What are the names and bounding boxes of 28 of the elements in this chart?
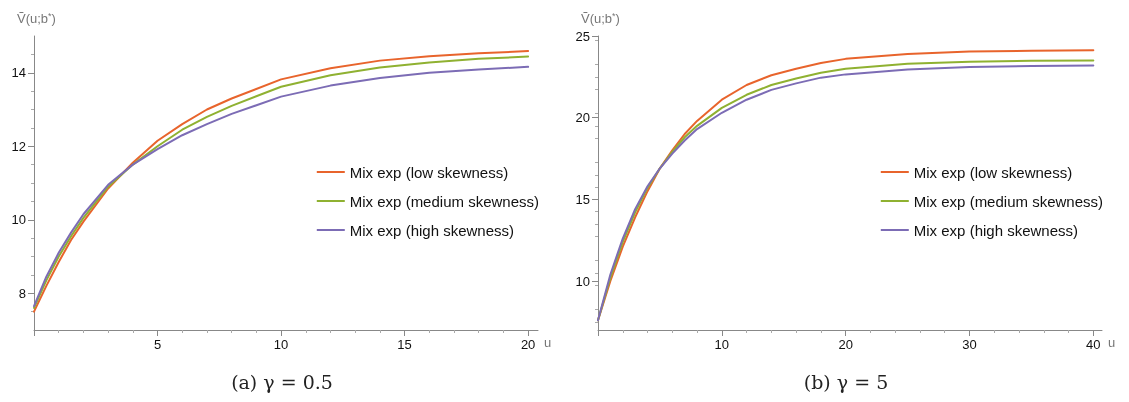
x-tick-label: 20 xyxy=(838,337,853,352)
x-tick-label: 10 xyxy=(273,337,289,352)
x-axis-title: u xyxy=(544,335,552,350)
y-tick-label: 25 xyxy=(575,28,590,44)
y-tick-label: 20 xyxy=(575,110,590,126)
text: (b) γ = 5 xyxy=(803,370,889,393)
legend-label: Mix exp (medium skewness) xyxy=(913,192,1103,210)
y-axis-title: Ṽ(u;b*) xyxy=(581,10,620,26)
y-tick-label: 8 xyxy=(18,285,26,301)
y-axis-title: Ṽ(u;b*) xyxy=(17,10,56,26)
x-tick-label: 15 xyxy=(397,337,412,352)
y-tick-label: 14 xyxy=(11,65,26,81)
x-tick-label: 20 xyxy=(520,337,536,352)
legend-label: Mix exp (high skewness) xyxy=(349,221,515,239)
text: (a) γ = 0.5 xyxy=(231,370,333,393)
legend-label: Mix exp (low skewness) xyxy=(913,163,1073,181)
x-tick-label: 10 xyxy=(714,337,730,352)
x-tick-label: 30 xyxy=(962,337,977,352)
x-tick-label: 40 xyxy=(1086,337,1101,352)
legend-label: Mix exp (medium skewness) xyxy=(349,192,539,210)
x-axis-title: u xyxy=(1108,335,1116,350)
y-tick-label: 10 xyxy=(575,273,590,289)
legend-label: Mix exp (low skewness) xyxy=(349,163,509,181)
legend-label: Mix exp (high skewness) xyxy=(913,221,1079,239)
y-tick-label: 15 xyxy=(575,191,590,207)
x-tick-label: 5 xyxy=(153,337,162,352)
y-tick-label: 12 xyxy=(11,138,26,154)
y-tick-label: 10 xyxy=(11,212,26,228)
